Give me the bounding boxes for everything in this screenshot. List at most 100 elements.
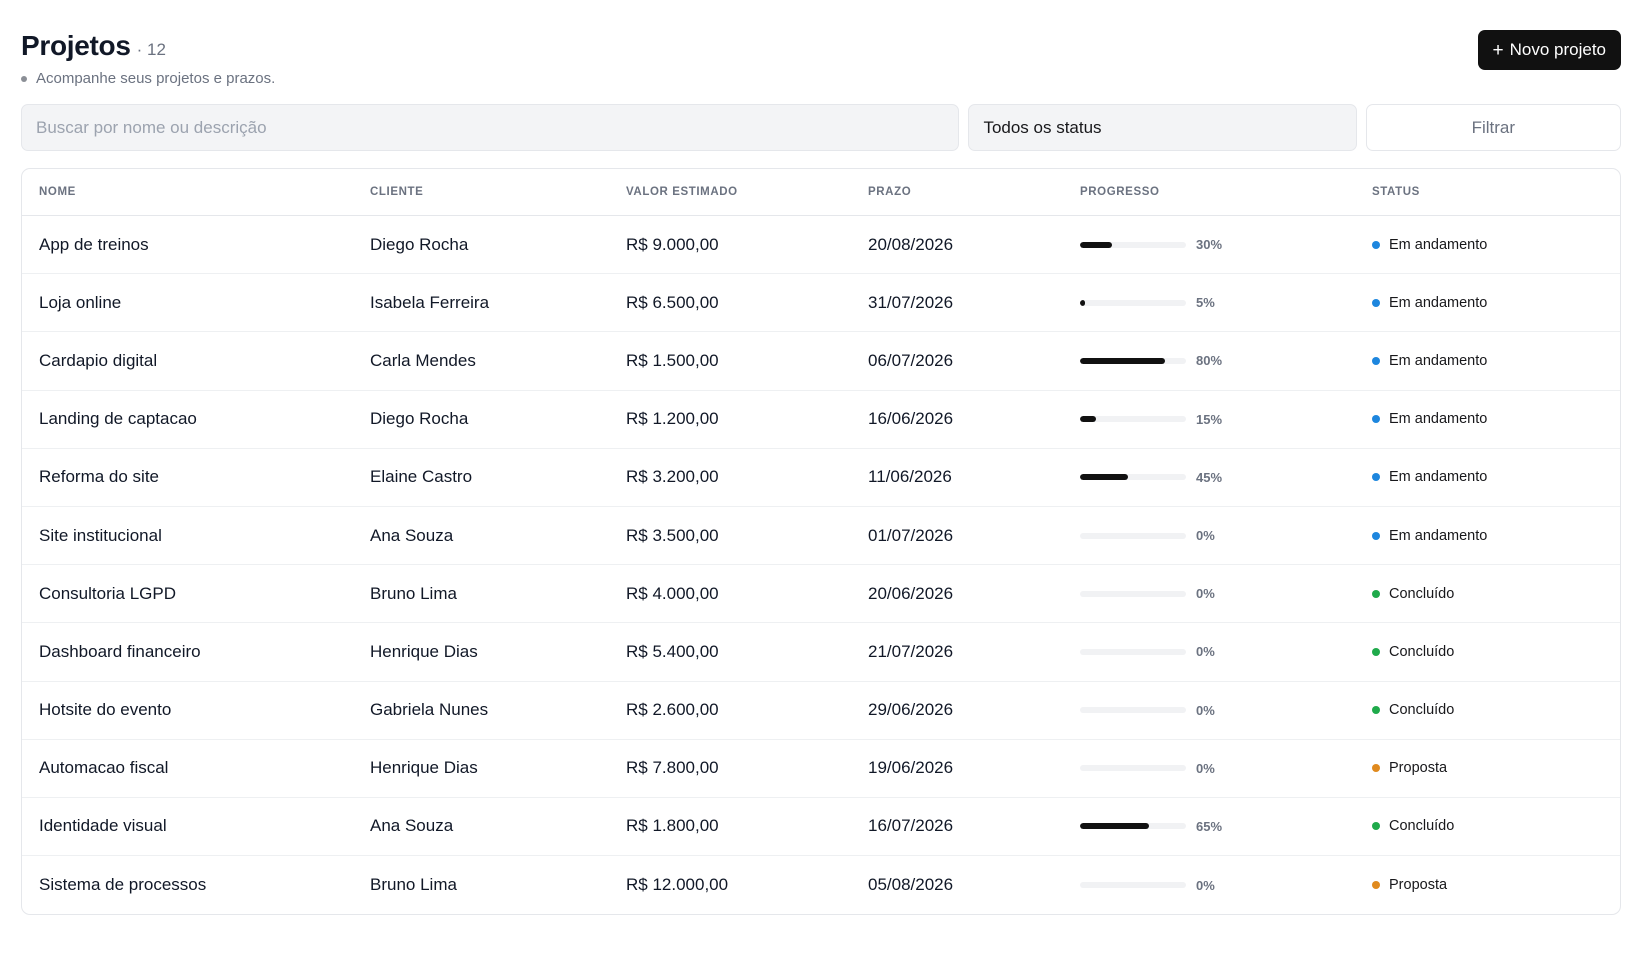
table-row[interactable]: Automacao fiscal Henrique Dias R$ 7.800,00… [22,740,1620,798]
column-header-cliente[interactable]: CLIENTE [370,186,424,198]
project-name: Reforma do site [39,467,159,487]
deadline: 21/07/2026 [868,641,954,661]
status-select[interactable]: Todos os status [968,104,1357,151]
progress-bar [1080,416,1186,423]
deadline: 16/07/2026 [868,816,954,836]
client-name: Diego Rocha [370,234,469,254]
progress-cell: 0% [1080,644,1372,659]
status-dot-icon [1372,881,1380,890]
project-count: · 12 [136,40,166,59]
deadline: 16/06/2026 [868,409,954,429]
progress-bar [1080,474,1186,481]
deadline: 20/06/2026 [868,583,954,603]
page-title: Projetos [21,30,131,61]
search-input[interactable] [21,104,960,151]
table-row[interactable]: Cardapio digital Carla Mendes R$ 1.500,00 0… [22,332,1620,391]
table-row[interactable]: App de treinos Diego Rocha R$ 9.000,00 20/0… [22,216,1620,275]
status-badge: Proposta [1372,760,1620,776]
status-label: Em andamento [1389,352,1488,369]
progress-percent: 0% [1196,586,1215,602]
status-cell: Em andamento [1372,237,1620,253]
estimated-value: R$ 1.500,00 [626,350,719,370]
plus-icon: + [1492,39,1504,61]
new-project-button[interactable]: + Novo projeto [1477,30,1621,70]
estimated-value: R$ 6.500,00 [626,292,719,312]
progress-bar [1080,532,1186,539]
client-name: Isabela Ferreira [370,292,490,312]
client-name: Bruno Lima [370,875,457,895]
progress-fill [1080,357,1165,364]
progress-percent: 80% [1196,353,1223,369]
subtitle-text: Acompanhe seus projetos e prazos. [36,70,276,87]
progress-cell: 0% [1080,878,1372,893]
progress-percent: 0% [1196,877,1215,893]
progress-bar [1080,823,1186,830]
progress-bar [1080,590,1186,597]
progress: 0% [1080,878,1372,893]
status-dot-icon [1372,240,1380,249]
status-cell: Em andamento [1372,295,1620,311]
column-header-prazo[interactable]: PRAZO [868,186,912,198]
status-badge: Em andamento [1372,237,1620,253]
progress-cell: 0% [1080,528,1372,543]
status-dot-icon [1372,473,1380,482]
status-label: Em andamento [1389,411,1488,428]
status-cell: Em andamento [1372,353,1620,369]
table-row[interactable]: Identidade visual Ana Souza R$ 1.800,00 16/… [22,798,1620,857]
status-dot-icon [1372,356,1380,365]
table-row[interactable]: Sistema de processos Bruno Lima R$ 12.000,… [22,856,1620,914]
column-header-progresso[interactable]: PROGRESSO [1080,186,1160,198]
client-name: Henrique Dias [370,641,478,661]
progress-cell: 0% [1080,761,1372,776]
subtitle: Acompanhe seus projetos e prazos. [21,70,1621,87]
project-name: Loja online [39,292,122,312]
table-row[interactable]: Dashboard financeiro Henrique Dias R$ 5.40… [22,623,1620,682]
status-badge: Em andamento [1372,469,1620,485]
progress: 45% [1080,470,1372,485]
deadline: 06/07/2026 [868,350,954,370]
deadline: 05/08/2026 [868,875,954,895]
table-row[interactable]: Landing de captacao Diego Rocha R$ 1.200,0… [22,391,1620,449]
table-header: NOME CLIENTE VALOR ESTIMADO PRAZO PROGRE… [22,169,1620,216]
deadline: 19/06/2026 [868,758,954,778]
status-badge: Concluído [1372,586,1620,602]
client-name: Elaine Castro [370,467,473,487]
progress: 5% [1080,295,1372,310]
project-name: Cardapio digital [39,350,158,370]
progress: 0% [1080,528,1372,543]
progress-bar [1080,882,1186,889]
status-dot-icon [1372,298,1380,307]
estimated-value: R$ 2.600,00 [626,700,719,720]
progress-fill [1080,823,1149,830]
status-cell: Concluído [1372,586,1620,602]
progress-bar [1080,648,1186,655]
status-dot-icon [1372,589,1380,598]
progress-bar [1080,765,1186,772]
estimated-value: R$ 3.500,00 [626,525,719,545]
table-row[interactable]: Loja online Isabela Ferreira R$ 6.500,00 31… [22,274,1620,333]
filter-button[interactable]: Filtrar [1365,104,1621,151]
client-name: Henrique Dias [370,758,478,778]
project-name: Automacao fiscal [39,758,169,778]
progress-cell: 0% [1080,586,1372,601]
progress-percent: 65% [1196,818,1223,834]
status-cell: Concluído [1372,702,1620,718]
table-row[interactable]: Consultoria LGPD Bruno Lima R$ 4.000,00 20/… [22,565,1620,624]
table-row[interactable]: Hotsite do evento Gabriela Nunes R$ 2.600,… [22,682,1620,740]
estimated-value: R$ 1.800,00 [626,816,719,836]
column-header-nome[interactable]: NOME [39,186,76,198]
progress-cell: 65% [1080,819,1372,834]
status-dot-icon [1372,531,1380,540]
progress-cell: 0% [1080,703,1372,718]
table-row[interactable]: Site institucional Ana Souza R$ 3.500,00 01… [22,507,1620,566]
status-dot-icon [1372,415,1380,424]
client-name: Ana Souza [370,816,454,836]
status-badge: Em andamento [1372,411,1620,427]
table-body: App de treinos Diego Rocha R$ 9.000,00 20/0… [22,216,1620,914]
title-row: Projetos · 12 [21,30,1621,62]
progress-percent: 5% [1196,295,1215,311]
column-header-status[interactable]: STATUS [1372,186,1420,198]
progress-bar [1080,707,1186,714]
table-row[interactable]: Reforma do site Elaine Castro R$ 3.200,00 1… [22,449,1620,507]
column-header-valor[interactable]: VALOR ESTIMADO [626,186,738,198]
